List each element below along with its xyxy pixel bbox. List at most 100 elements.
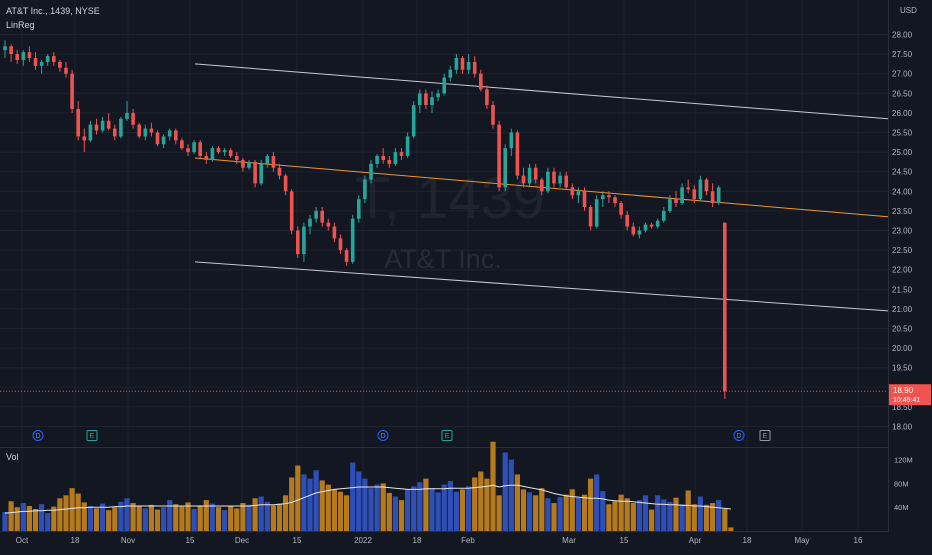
earnings-marker[interactable]: E: [86, 430, 98, 441]
price-tick-label: 18.00: [892, 423, 913, 432]
candle: [716, 185, 721, 206]
candle-body: [363, 179, 367, 200]
candle: [247, 159, 251, 170]
time-tick-label: 15: [620, 536, 629, 545]
candle-body: [613, 197, 617, 204]
candle: [76, 101, 80, 141]
volume-bar: [533, 495, 539, 531]
volume-bar: [661, 499, 667, 531]
volume-bar: [606, 504, 612, 531]
candle: [399, 148, 404, 160]
candle-body: [253, 161, 257, 184]
indicator-legend[interactable]: LinReg: [6, 20, 35, 30]
candle-body: [64, 67, 68, 74]
volume-bar: [716, 500, 722, 531]
earnings-marker[interactable]: E: [759, 430, 771, 441]
candle: [314, 206, 318, 223]
dividend-marker[interactable]: D: [733, 430, 745, 441]
candle-body: [241, 159, 245, 168]
volume-bar: [685, 490, 691, 531]
volume-bar: [728, 527, 734, 531]
candle: [570, 183, 575, 200]
candle: [271, 152, 276, 172]
time-tick-label: 18: [413, 536, 422, 545]
candle-body: [186, 148, 190, 153]
time-axis[interactable]: Oct 18 Nov 15 Dec 15 2022 18 Feb Mar 15 Apr 18 May 16: [16, 536, 863, 545]
volume-title[interactable]: Vol: [6, 452, 19, 462]
candle-body: [381, 156, 385, 160]
dividend-icon-letter: D: [380, 433, 385, 440]
candle: [704, 177, 709, 196]
volume-series: [2, 441, 734, 531]
candle: [326, 218, 331, 231]
candle-body: [399, 152, 404, 157]
candle: [637, 226, 642, 239]
price-label-countdown: 10:49:41: [893, 397, 920, 404]
candle: [283, 173, 288, 196]
volume-bar: [2, 511, 8, 531]
volume-bar: [93, 508, 100, 531]
indicator-title[interactable]: LinReg: [6, 20, 35, 30]
volume-bar: [563, 494, 569, 531]
candle-body: [436, 93, 440, 98]
candle-body: [94, 124, 99, 131]
candle-body: [485, 89, 489, 106]
candle-body: [424, 93, 428, 106]
candle-body: [161, 136, 166, 145]
candle: [70, 69, 74, 113]
earnings-marker[interactable]: E: [441, 430, 453, 441]
price-tick-label: 18.50: [892, 403, 913, 412]
volume-bar: [130, 503, 136, 531]
candle: [174, 128, 178, 145]
candle: [601, 191, 605, 207]
linreg-lower-line: [194, 261, 889, 312]
price-tick-label: 25.00: [892, 148, 913, 157]
volume-bar: [246, 504, 252, 531]
volume-bar: [484, 478, 490, 531]
price-axis[interactable]: 28.00 27.50 27.00 26.50 26.00 25.50 25.00 24.50…: [892, 31, 913, 432]
earnings-icon: [86, 430, 98, 441]
candle-body: [210, 148, 215, 160]
candle: [503, 144, 507, 192]
volume-bar: [508, 459, 514, 531]
volume-bar: [527, 492, 533, 531]
volume-bar: [344, 495, 350, 531]
volume-bar: [32, 508, 39, 531]
volume-bar: [691, 504, 697, 531]
candle: [27, 46, 32, 62]
volume-bar: [191, 508, 197, 531]
volume-bar: [405, 489, 411, 531]
price-tick-label: 26.00: [892, 109, 913, 118]
candle: [655, 218, 660, 229]
volume-bar: [142, 508, 148, 531]
volume-bar: [380, 483, 386, 531]
candle-body: [631, 226, 636, 235]
candle: [509, 128, 514, 157]
candle-body: [418, 93, 422, 106]
price-tick-label: 22.50: [892, 246, 913, 255]
time-tick-label: 18: [71, 536, 80, 545]
volume-legend[interactable]: Vol: [6, 452, 19, 462]
volume-bar: [441, 484, 447, 531]
candle: [137, 122, 141, 139]
volume-bar: [240, 503, 246, 531]
candle: [39, 59, 44, 74]
price-tick-label: 20.50: [892, 325, 913, 334]
symbol-legend[interactable]: AT&T Inc., 1439, NYSE: [6, 6, 100, 16]
time-tick-label: 2022: [354, 536, 372, 545]
candle: [594, 195, 599, 229]
volume-tick-label: 40M: [894, 503, 909, 512]
dividend-marker[interactable]: D: [377, 430, 389, 441]
dividend-marker[interactable]: D: [32, 430, 44, 441]
symbol-title[interactable]: AT&T Inc., 1439, NYSE: [6, 6, 100, 16]
volume-ma-polyline: [4, 484, 731, 514]
candle: [228, 148, 233, 158]
candle-body: [655, 220, 660, 227]
candle-body: [466, 61, 471, 70]
candle: [674, 191, 678, 207]
volume-bar: [502, 452, 508, 531]
candle-body: [277, 167, 282, 176]
